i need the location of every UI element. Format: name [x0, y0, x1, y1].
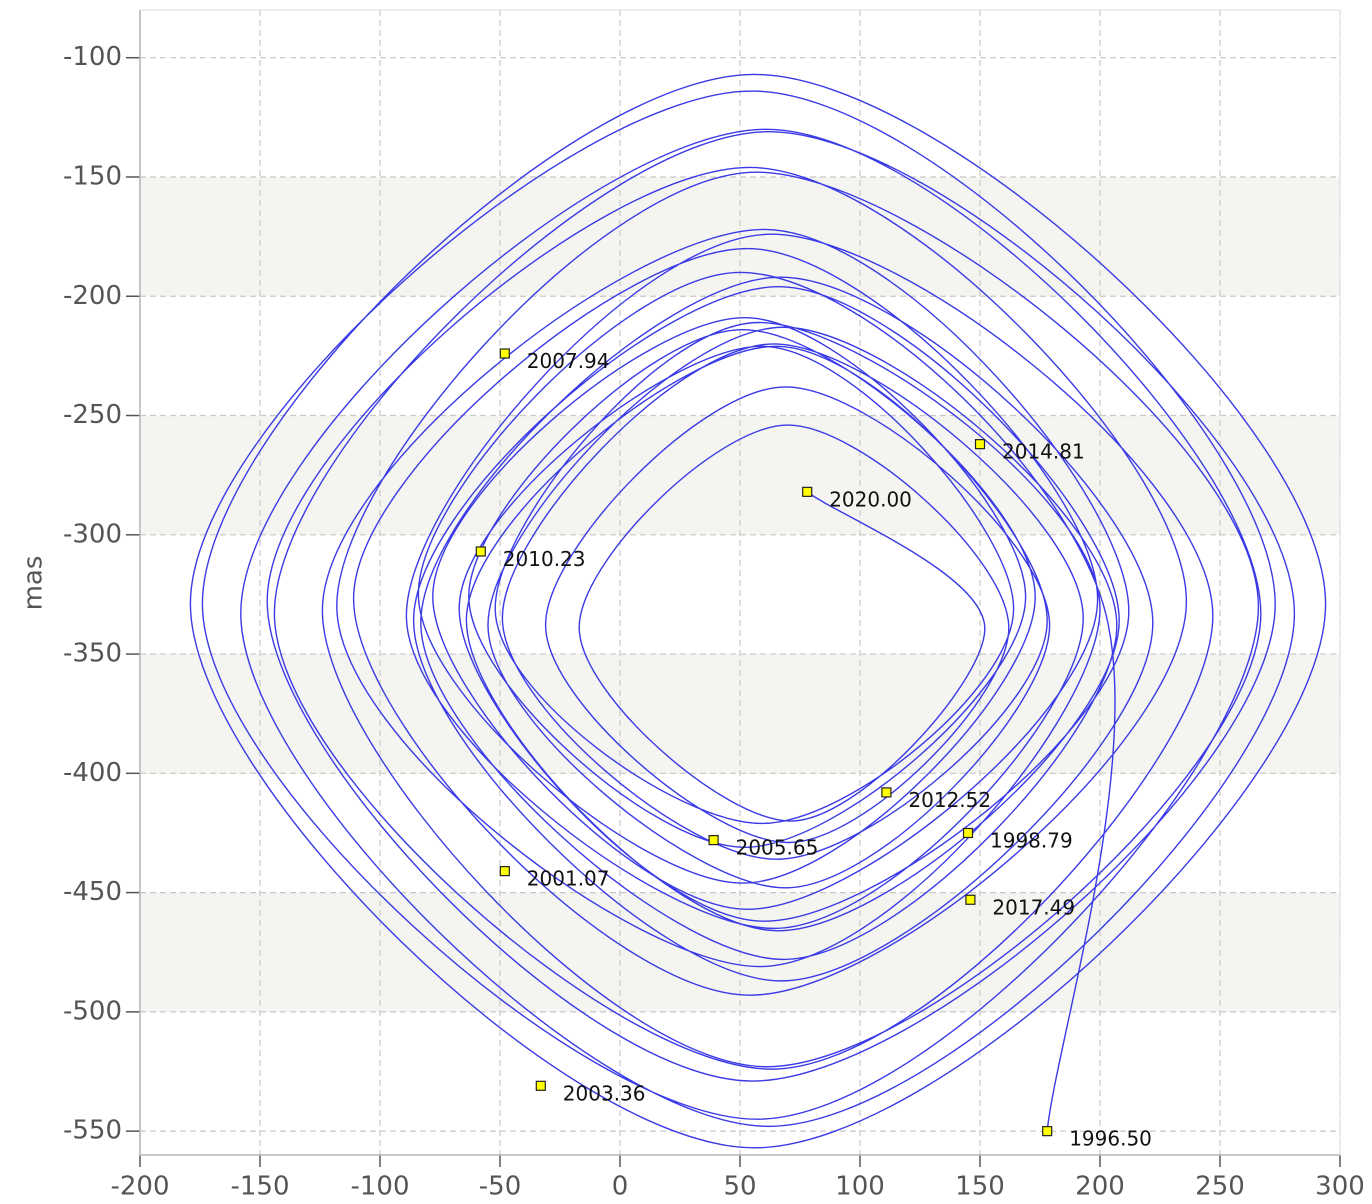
epoch-marker	[881, 787, 892, 798]
x-tick-label: 150	[955, 1172, 1005, 1202]
epoch-label: 1998.79	[990, 828, 1073, 852]
epoch-label: 2012.52	[908, 788, 991, 812]
x-tick-label: 100	[835, 1172, 885, 1202]
epoch-marker	[499, 866, 510, 877]
epoch-label: 2005.65	[736, 836, 819, 860]
x-tick-label: 250	[1195, 1172, 1245, 1202]
epoch-label: 2003.36	[563, 1081, 646, 1105]
y-tick-label: -450	[63, 877, 122, 907]
epoch-marker	[475, 546, 486, 557]
x-tick-label: -200	[110, 1172, 169, 1202]
epoch-label: 2014.81	[1002, 440, 1085, 464]
y-tick-label: -200	[63, 281, 122, 311]
y-tick-label: -150	[63, 161, 122, 191]
epoch-label: 1996.50	[1069, 1127, 1152, 1151]
epoch-marker	[1042, 1126, 1053, 1137]
x-tick-label: 300	[1315, 1172, 1365, 1202]
epoch-label: 2010.23	[503, 547, 586, 571]
plot-frame	[139, 9, 1341, 1156]
x-tick-label: -100	[350, 1172, 409, 1202]
grid-band	[140, 176, 1340, 297]
trajectory-line	[189, 73, 1327, 1149]
epoch-marker	[802, 486, 813, 497]
y-tick-label: -350	[63, 639, 122, 669]
epoch-marker	[962, 827, 974, 839]
y-tick-label: -100	[63, 42, 122, 72]
epoch-marker	[965, 894, 976, 905]
epoch-label: 2017.49	[992, 895, 1075, 919]
epoch-label: 2007.94	[527, 349, 610, 373]
y-tick-label: -250	[63, 400, 122, 430]
epoch-marker	[974, 439, 986, 450]
x-tick-label: -150	[230, 1172, 289, 1202]
x-tick-label: -50	[479, 1172, 521, 1202]
x-tick-label: 200	[1075, 1172, 1125, 1202]
y-tick-label: -500	[63, 996, 122, 1026]
x-tick-label: 50	[723, 1172, 756, 1202]
epoch-label: 2001.07	[527, 867, 610, 891]
epoch-marker	[708, 835, 719, 846]
epoch-label: 2020.00	[829, 487, 912, 511]
y-tick-label: -300	[63, 519, 122, 549]
y-axis-label: mas	[19, 556, 49, 611]
y-tick-label: -400	[63, 758, 122, 788]
x-tick-label: 0	[612, 1172, 629, 1202]
epoch-marker	[535, 1080, 546, 1091]
y-tick-label: -550	[63, 1116, 122, 1146]
epoch-marker	[499, 348, 510, 359]
